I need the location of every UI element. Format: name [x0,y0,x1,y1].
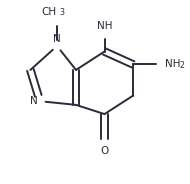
Text: N: N [30,96,38,106]
Text: 3: 3 [60,8,65,17]
Text: O: O [100,146,109,156]
Text: NH: NH [97,21,112,31]
Text: 2: 2 [180,61,184,70]
Text: NH: NH [165,59,181,69]
Text: CH: CH [41,7,56,17]
Text: N: N [53,34,61,44]
